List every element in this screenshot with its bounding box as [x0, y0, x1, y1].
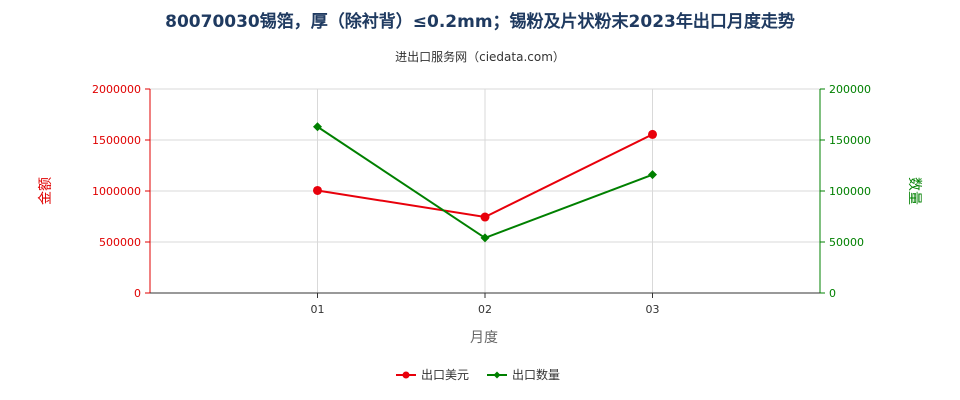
y-tick-label-right: 0	[829, 287, 836, 300]
y-tick-label-left: 1000000	[92, 185, 141, 198]
legend-label: 出口数量	[512, 367, 560, 382]
y-tick-label-left: 1500000	[92, 134, 141, 147]
data-point-2	[313, 122, 322, 132]
y-tick-label-left: 2000000	[92, 83, 141, 96]
x-tick-label: 01	[311, 303, 325, 316]
legend-swatch-marker	[402, 371, 410, 379]
y-tick-label-right: 50000	[829, 236, 864, 249]
y-tick-label-left: 0	[134, 287, 141, 300]
y-axis-label-left: 金额	[38, 177, 54, 205]
y-tick-label-right: 200000	[829, 83, 871, 96]
axes	[145, 88, 825, 298]
data-point-2	[648, 170, 657, 180]
legend-label: 出口美元	[421, 368, 469, 382]
x-tick-label: 02	[478, 303, 492, 316]
chart-title: 80070030锡箔，厚（除衬背）≤0.2mm；锡粉及片状粉末2023年出口月度…	[165, 11, 795, 32]
x-axis-label: 月度	[470, 330, 498, 346]
data-point-2	[480, 233, 490, 243]
data-point-1	[313, 185, 322, 195]
y-tick-label-right: 150000	[829, 134, 871, 147]
y-axis-label-right: 数量	[906, 177, 922, 205]
y-tick-label-right: 100000	[829, 185, 871, 198]
legend-swatch-marker	[493, 371, 501, 379]
legend: 出口美元 出口数量	[396, 367, 560, 382]
data-point-1	[648, 129, 657, 139]
x-tick-label: 03	[646, 303, 660, 316]
chart-subtitle: 进出口服务网（ciedata.com）	[395, 49, 565, 64]
grid	[150, 88, 820, 293]
y-tick-label-left: 500000	[99, 236, 141, 249]
series-layer	[313, 122, 657, 243]
data-point-1	[480, 212, 490, 222]
ticks: 0 0 500000 50000 1000000 100000 1500000 150000 2…	[92, 83, 871, 316]
